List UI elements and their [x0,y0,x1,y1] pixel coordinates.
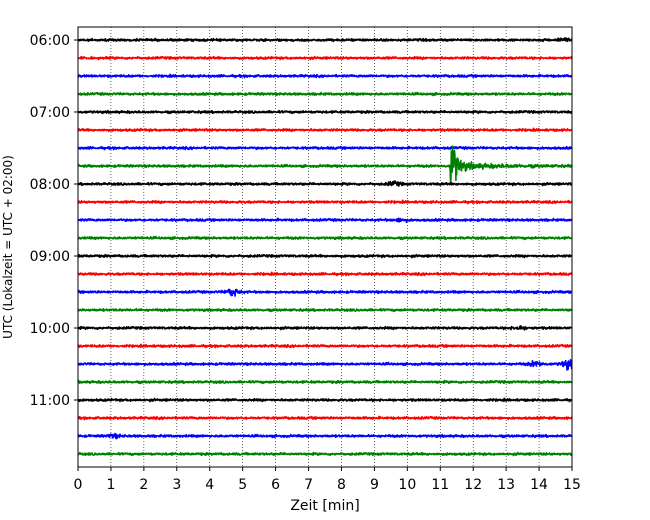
y-axis-label: UTC (Lokalzeit = UTC + 02:00) [1,155,15,339]
seismic-trace [78,325,572,331]
x-tick-label: 1 [106,477,115,493]
seismic-trace [78,73,572,79]
seismic-trace [78,37,572,43]
trace-group [78,37,572,457]
x-tick-label: 11 [431,477,449,493]
seismic-trace [78,235,572,241]
x-tick-label: 2 [139,477,148,493]
x-tick-label: 5 [238,477,247,493]
seismic-trace [78,432,572,440]
seismic-trace [78,199,572,205]
x-axis: 0 1 2 3 4 5 6 7 8 9 10 11 12 13 14 15 [74,467,581,493]
x-tick-label: 7 [304,477,313,493]
seismic-trace [78,451,572,457]
x-tick-label: 3 [172,477,181,493]
x-tick-label: 0 [74,477,83,493]
seismic-trace [78,397,572,403]
x-tick-label: 13 [497,477,515,493]
y-tick-label: 10:00 [30,321,70,337]
seismic-trace [78,217,572,224]
seismic-trace [78,379,572,385]
seismic-trace [78,91,572,97]
seismic-trace [78,145,572,151]
y-tick-label: 11:00 [30,393,70,409]
seismic-trace [78,180,572,187]
x-tick-label: 6 [271,477,280,493]
x-tick-label: 10 [398,477,416,493]
seismic-trace [78,109,572,115]
y-axis: 06:00 07:00 08:00 09:00 10:00 11:00 [30,33,78,409]
y-tick-label: 08:00 [30,177,70,193]
x-tick-label: 12 [464,477,482,493]
seismic-trace [78,288,572,297]
x-axis-label: Zeit [min] [290,498,359,514]
seismic-trace [78,127,572,133]
seismic-trace [78,343,572,349]
seismic-trace [78,145,572,186]
x-tick-label: 9 [370,477,379,493]
plot-frame [77,26,573,468]
seismic-trace [78,55,572,61]
seismic-trace [78,307,572,313]
y-tick-label: 07:00 [30,105,70,121]
seismic-trace [78,415,572,421]
x-tick-label: 8 [337,477,346,493]
seismic-trace [78,253,572,259]
seismic-trace [78,271,572,277]
y-tick-label: 06:00 [30,33,70,49]
seismic-trace [78,359,572,371]
x-tick-label: 4 [205,477,214,493]
x-tick-label: 14 [530,477,548,493]
y-tick-label: 09:00 [30,249,70,265]
x-tick-label: 15 [563,477,581,493]
